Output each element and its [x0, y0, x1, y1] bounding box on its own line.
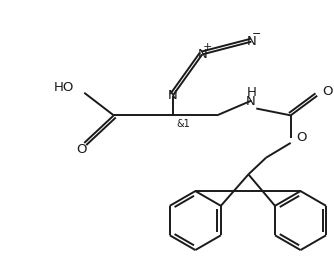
- Text: N: N: [168, 89, 178, 102]
- Text: O: O: [322, 85, 333, 98]
- Text: O: O: [297, 132, 307, 144]
- Text: N: N: [246, 35, 256, 48]
- Text: H: H: [246, 86, 256, 99]
- Text: N: N: [197, 48, 207, 61]
- Text: +: +: [202, 42, 212, 52]
- Text: −: −: [252, 29, 261, 39]
- Text: &1: &1: [177, 119, 190, 129]
- Text: O: O: [76, 143, 87, 156]
- Text: N: N: [245, 95, 255, 108]
- Text: HO: HO: [54, 81, 74, 94]
